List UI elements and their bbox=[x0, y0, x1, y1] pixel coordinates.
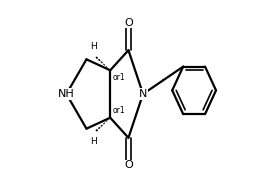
Text: O: O bbox=[124, 160, 133, 170]
Text: O: O bbox=[124, 18, 133, 28]
Text: or1: or1 bbox=[113, 106, 126, 115]
Text: H: H bbox=[90, 137, 97, 146]
Text: H: H bbox=[90, 42, 97, 51]
Text: or1: or1 bbox=[113, 73, 126, 82]
Text: NH: NH bbox=[58, 89, 75, 99]
Text: N: N bbox=[139, 89, 147, 99]
